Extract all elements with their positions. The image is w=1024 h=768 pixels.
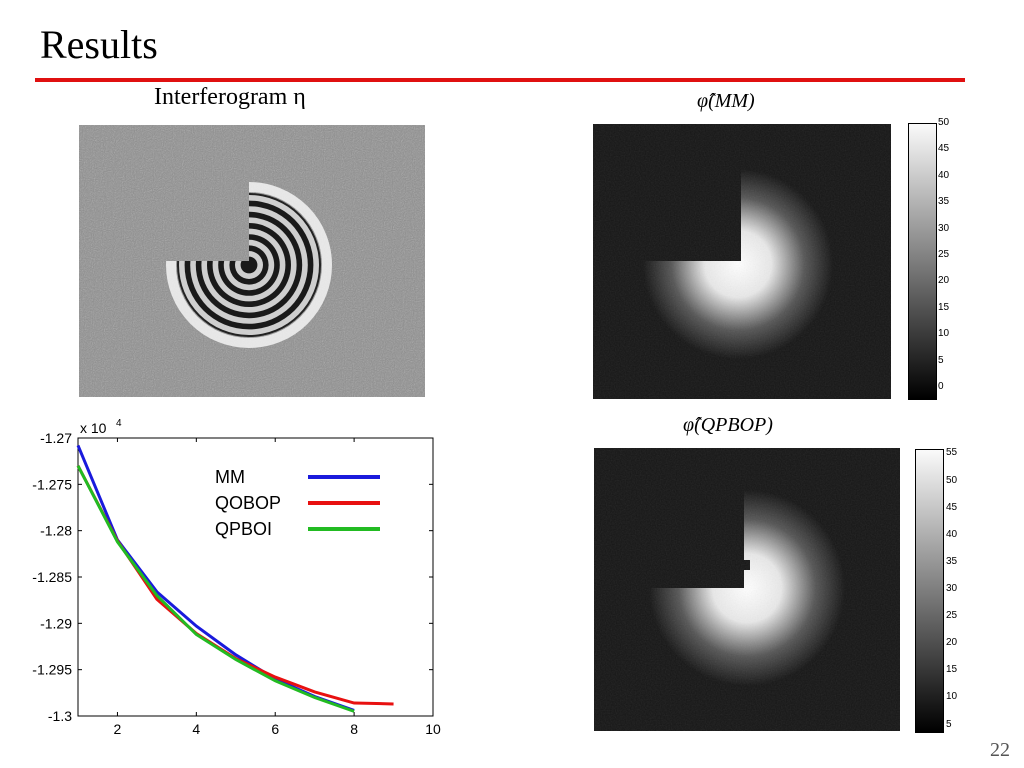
y-tick-label: -1.295 — [32, 662, 72, 678]
phi-mm-colorbar-tick: 5 — [938, 354, 944, 366]
title-divider — [35, 78, 965, 82]
phi-mm-image — [593, 124, 891, 399]
page-number: 22 — [990, 739, 1010, 761]
phi-mm-colorbar-tick: 20 — [938, 275, 950, 287]
slide-title: Results — [40, 22, 158, 67]
series-line-qpboi — [76, 465, 355, 713]
legend-label-qobop: QOBOP — [215, 493, 281, 513]
y-tick-label: -1.285 — [32, 569, 72, 585]
y-tick-label: -1.27 — [40, 430, 72, 446]
phi-qpbop-caption: φ̂(QPBOP) — [683, 414, 773, 436]
fringe-rings — [79, 125, 332, 348]
phi-qpbop-colorbar-tick: 40 — [946, 528, 958, 540]
y-tick-label: -1.275 — [32, 476, 72, 492]
phi-qpbop-colorbar-tick: 55 — [946, 447, 958, 459]
phi-qpbop-colorbar-tick: 45 — [946, 501, 958, 513]
x-tick-label: 4 — [192, 721, 200, 737]
energy-chart: 2 4 6 8 10 -1.27 -1.275 -1.28 -1.285 -1.29 -1.295 -… — [32, 418, 441, 737]
phi-qpbop-colorbar-tick: 10 — [946, 691, 958, 703]
y-exponent-label: x 10 — [80, 420, 107, 436]
x-tick-label: 10 — [425, 721, 441, 737]
x-tick-label: 2 — [114, 721, 122, 737]
phi-qpbop-colorbar-tick: 35 — [946, 555, 958, 567]
phi-qpbop-colorbar-tick: 50 — [946, 474, 958, 486]
phi-mm-colorbar-tick: 25 — [938, 249, 950, 260]
phi-mm-caption: φ̂(MM) — [697, 90, 755, 112]
interferogram-caption: Interferogram η — [154, 84, 306, 110]
phi-mm-colorbar-tick: 35 — [938, 196, 950, 208]
phi-qpbop-colorbar-tick: 20 — [946, 637, 958, 649]
phi-mm-colorbar-tick: 50 — [938, 117, 950, 128]
phi-mm-colorbar-tick: 30 — [938, 222, 950, 234]
phi-qpbop-colorbar-tick: 15 — [946, 664, 958, 676]
phi-qpbop-colorbar-tick: 30 — [946, 583, 958, 594]
phi-mm-colorbar-tick: 10 — [938, 328, 950, 340]
phi-mm-colorbar-tick: 40 — [938, 169, 950, 181]
y-exponent-power: 4 — [116, 418, 122, 429]
y-tick-label: -1.28 — [40, 523, 72, 539]
y-tick-label: -1.29 — [40, 615, 72, 631]
x-tick-label: 6 — [271, 721, 279, 737]
phi-qpbop-colorbar-tick: 5 — [946, 718, 952, 730]
y-tick-label: -1.3 — [48, 708, 72, 724]
legend-label-mm: MM — [215, 467, 245, 487]
phi-mm-colorbar — [908, 123, 937, 400]
legend-label-qpboi: QPBOI — [215, 519, 272, 539]
phi-qpbop-colorbar — [915, 449, 944, 733]
phi-mm-colorbar-tick: 15 — [938, 301, 950, 313]
interferogram-image — [79, 125, 425, 397]
phi-qpbop-colorbar-tick: 25 — [946, 610, 958, 622]
phi-mm-colorbar-tick: 45 — [938, 143, 950, 155]
phi-mm-colorbar-tick: 0 — [938, 381, 944, 392]
plot-area — [77, 437, 434, 717]
phi-qpbop-image — [594, 448, 900, 731]
x-tick-label: 8 — [350, 721, 358, 737]
